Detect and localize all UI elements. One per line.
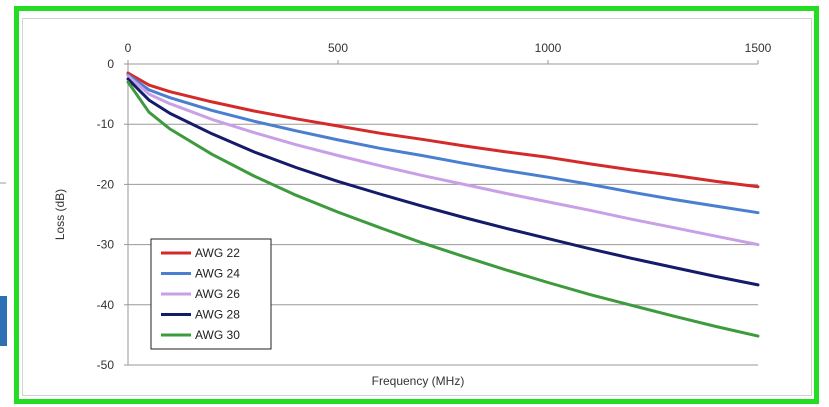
x-tick-label: 1000 — [535, 41, 562, 55]
tick-labels: 0 500 1000 1500 0 -10 -20 -30 -40 -50 — [97, 41, 772, 372]
partial-blue-element — [0, 296, 7, 346]
series-lines — [126, 71, 760, 338]
x-tick-label: 0 — [125, 41, 132, 55]
chart-panel: 0 500 1000 1500 0 -10 -20 -30 -40 -50 Loss (dB) F… — [22, 18, 812, 396]
y-tick-label: -20 — [97, 177, 115, 191]
series-line — [126, 73, 760, 215]
y-tick-label: -10 — [97, 117, 115, 131]
legend-label: AWG 22 — [195, 246, 240, 260]
legend-label: AWG 24 — [195, 267, 240, 281]
series-line — [126, 74, 760, 247]
y-axis-title: Loss (dB) — [53, 189, 67, 240]
partial-gray-mark — [0, 182, 6, 184]
loss-chart: 0 500 1000 1500 0 -10 -20 -30 -40 -50 Loss (dB) F… — [53, 41, 772, 388]
y-tick-label: 0 — [107, 57, 114, 71]
legend-label: AWG 26 — [195, 287, 240, 301]
y-tick-label: -40 — [97, 298, 115, 312]
legend: AWG 22 AWG 24 AWG 26 AWG 28 AWG 30 — [150, 238, 272, 350]
series-line — [126, 80, 760, 338]
y-tick-label: -30 — [97, 238, 115, 252]
x-tick-label: 500 — [328, 41, 348, 55]
series-line — [126, 77, 760, 287]
x-axis-title: Frequency (MHz) — [372, 374, 465, 388]
axes — [124, 60, 759, 366]
legend-label: AWG 28 — [195, 308, 240, 322]
y-tick-label: -50 — [97, 358, 115, 372]
x-tick-label: 1500 — [745, 41, 772, 55]
legend-label: AWG 30 — [195, 328, 240, 342]
series-line — [126, 71, 760, 189]
